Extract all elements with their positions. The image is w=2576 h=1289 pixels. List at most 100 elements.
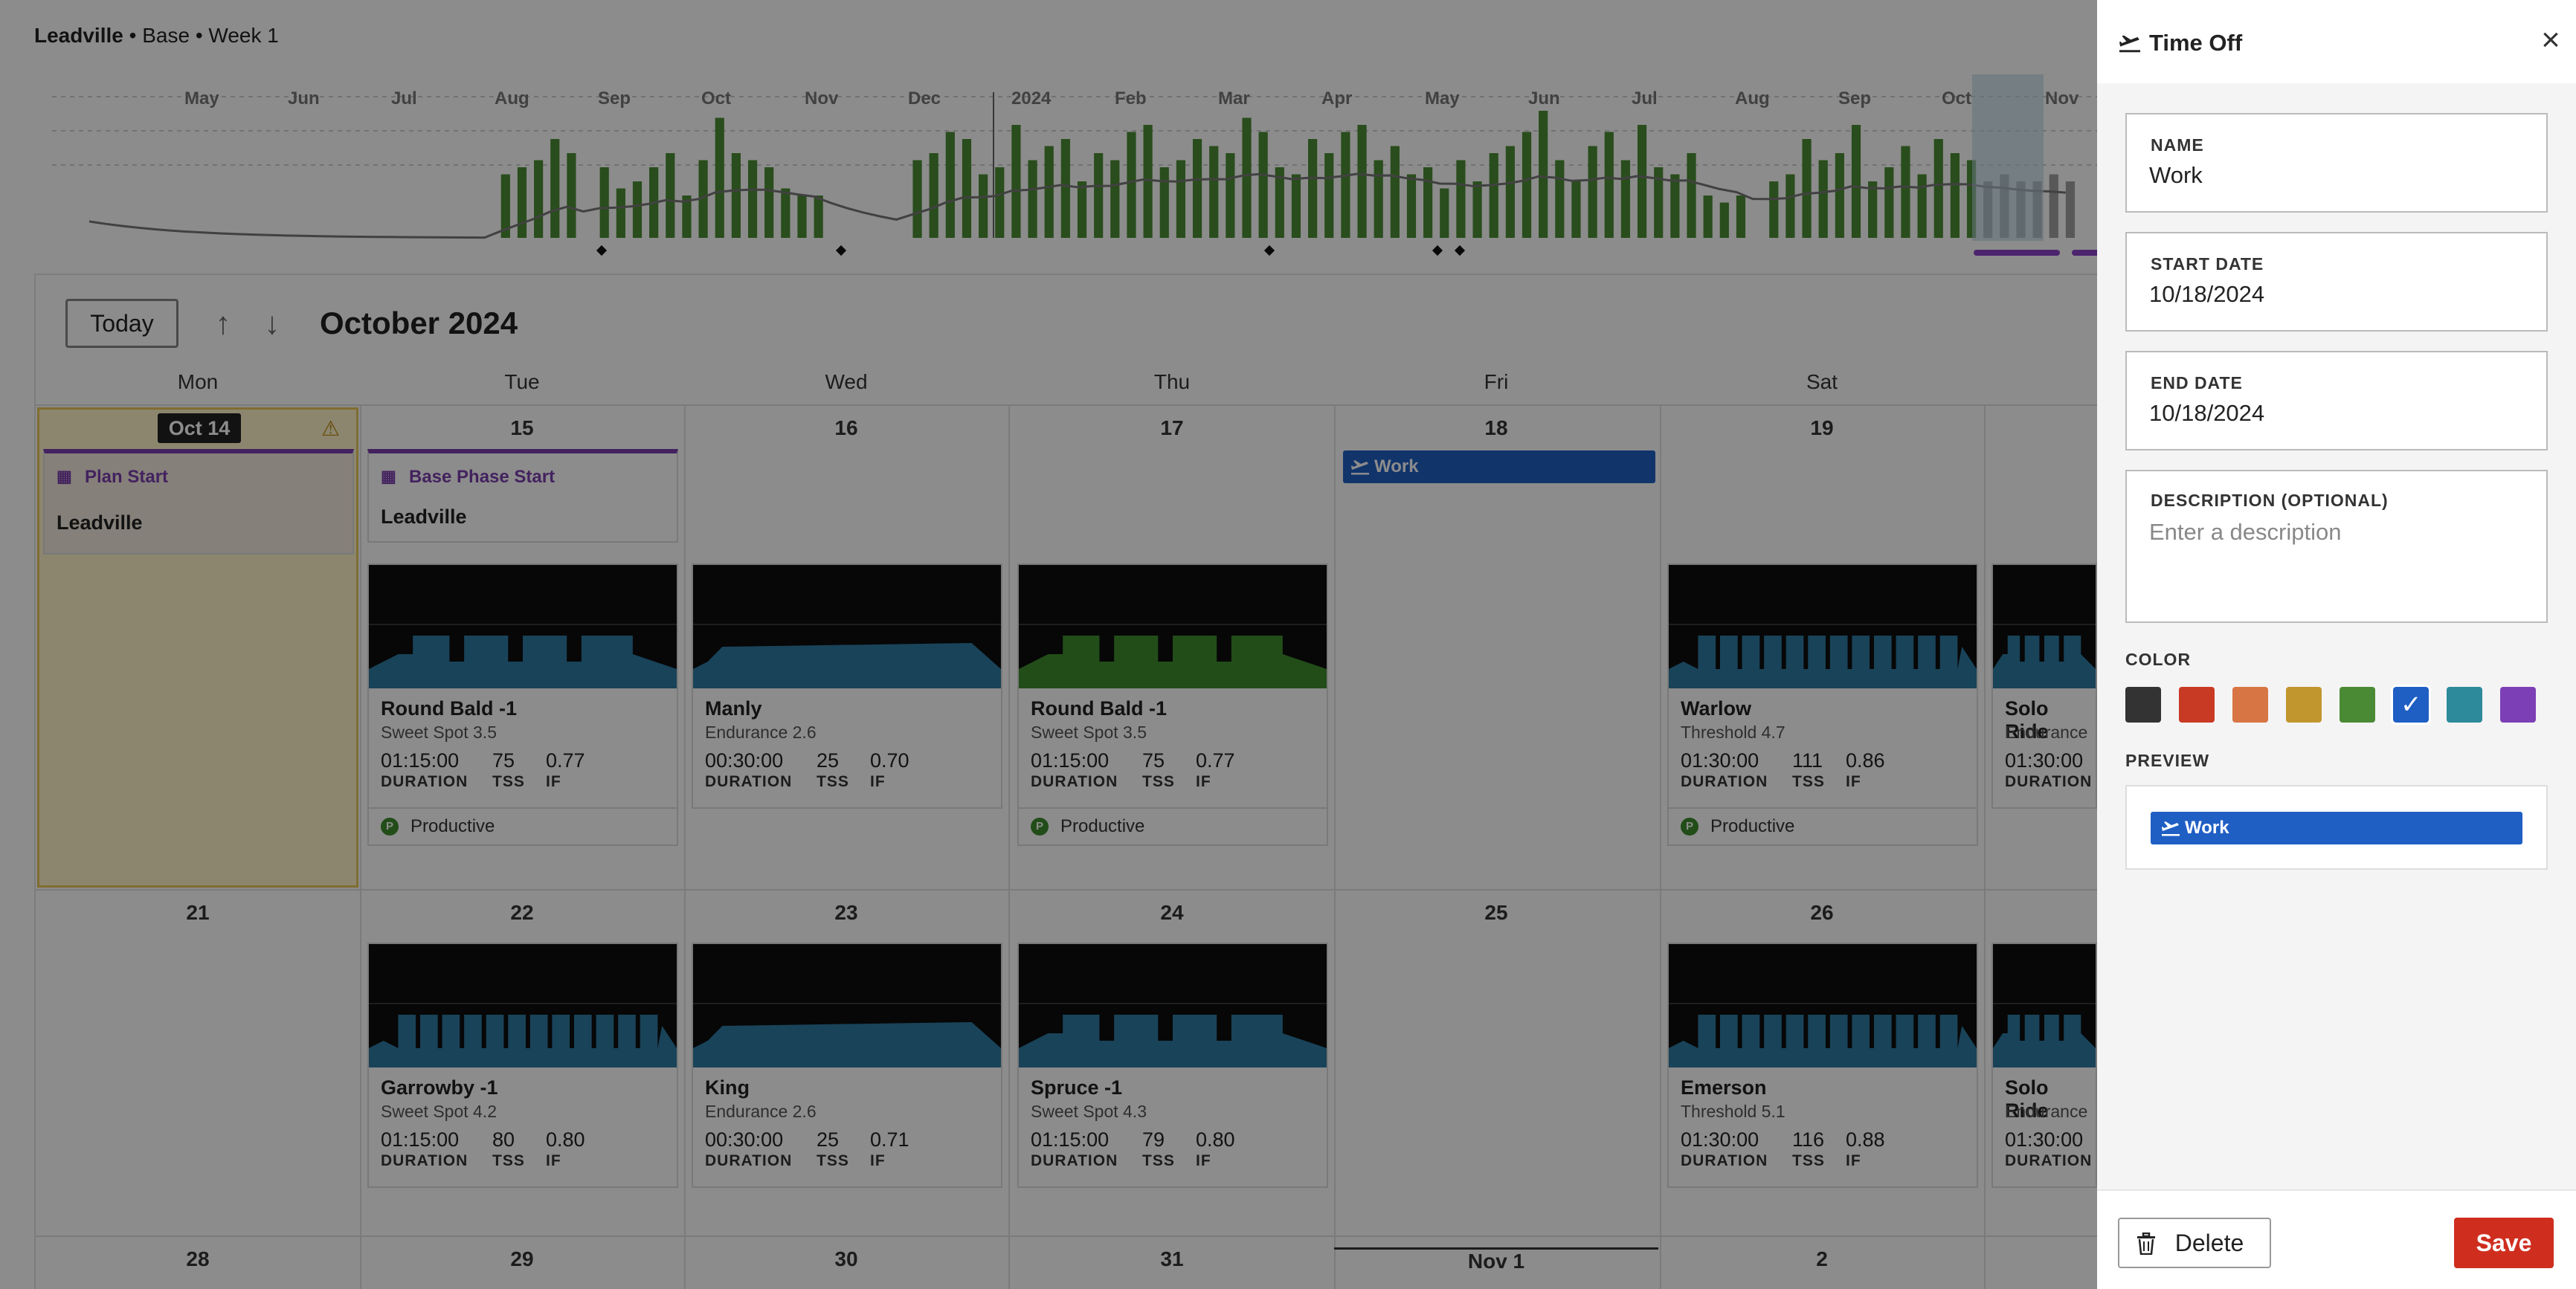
time-off-event[interactable]: Work — [1343, 450, 1655, 483]
plan-start-event[interactable]: ▦ Plan Start Leadville — [43, 449, 354, 555]
workout-profile-shape — [1993, 636, 2096, 688]
warning-icon[interactable]: ⚠ — [321, 417, 341, 440]
tss-bar — [698, 160, 708, 238]
end-date-field[interactable]: END DATE — [2125, 351, 2548, 450]
workout-duration-label: DURATION — [1031, 773, 1118, 790]
tss-bar — [1258, 132, 1268, 238]
workout-type: Threshold 4.7 — [1681, 723, 1786, 742]
workout-card[interactable]: Round Bald -1 Sweet Spot 3.5 01:15:00 DURAT… — [1017, 563, 1328, 846]
workout-if-label: IF — [870, 1152, 886, 1169]
name-input[interactable] — [2149, 162, 2521, 189]
workout-profile-chart — [369, 624, 677, 688]
calendar-toolbar: Today ↑ ↓ October 2024 — [65, 299, 518, 348]
color-swatch[interactable] — [2500, 687, 2536, 723]
breadcrumb-plan[interactable]: Leadville — [34, 24, 123, 47]
workout-tss-label: TSS — [1142, 1152, 1175, 1169]
event-type: Base Phase Start — [409, 467, 556, 487]
workout-profile-shape — [369, 636, 677, 688]
training-history-chart[interactable]: May Jun Jul Aug Sep Oct Nov Dec 2024 Feb Mar Apr May… — [30, 74, 2097, 268]
workout-type: Sweet Spot 4.2 — [381, 1102, 497, 1121]
name-field[interactable]: NAME — [2125, 113, 2548, 213]
description-input[interactable] — [2149, 519, 2521, 593]
breadcrumb-week[interactable]: Week 1 — [208, 24, 279, 47]
save-button[interactable]: Save — [2454, 1218, 2554, 1268]
today-button[interactable]: Today — [65, 299, 178, 348]
color-swatch[interactable] — [2179, 687, 2215, 723]
tss-bar — [1703, 196, 1713, 238]
workout-name: Solo Ride — [2005, 697, 2049, 743]
tss-bar — [781, 188, 790, 238]
workout-name: Warlow — [1681, 697, 1752, 720]
end-date-input[interactable] — [2149, 400, 2521, 427]
workout-if-label: IF — [1196, 773, 1211, 790]
workout-type: Sweet Spot 4.3 — [1031, 1102, 1147, 1121]
workout-card[interactable]: Solo Ride Endurance 01:30:00 DURATION — [1991, 563, 2097, 809]
preview-event-bar: Work — [2151, 812, 2522, 844]
history-month-label: Sep — [598, 88, 631, 109]
workout-duration-value: 01:15:00 — [381, 749, 460, 772]
tss-bar — [616, 188, 625, 238]
workout-chart — [1669, 944, 1977, 1067]
history-month-label: Feb — [1115, 88, 1147, 109]
tss-bar — [814, 196, 823, 238]
progression-tag: P Productive — [369, 807, 677, 844]
tss-bar — [1094, 153, 1104, 238]
workout-card[interactable]: Solo Ride Endurance 01:30:00 DURATION — [1991, 943, 2097, 1188]
color-swatch[interactable] — [2125, 687, 2161, 723]
day-number: 2 — [1816, 1247, 1828, 1270]
workout-type: Endurance 2.6 — [705, 723, 817, 742]
workout-card[interactable]: Emerson Threshold 5.1 01:30:00 DURATION 116 T… — [1667, 943, 1978, 1188]
color-swatch[interactable]: ✓ — [2391, 685, 2431, 725]
next-week-arrow-icon[interactable]: ↓ — [264, 306, 280, 340]
color-swatch[interactable] — [2232, 687, 2268, 723]
workout-duration-value: 01:30:00 — [1681, 1128, 1759, 1151]
description-field[interactable]: DESCRIPTION (OPTIONAL) — [2125, 470, 2548, 623]
weekday-header: Sat — [1806, 370, 1838, 393]
tss-bar — [1374, 160, 1383, 238]
phase-start-event[interactable]: ▦ Base Phase Start Leadville — [367, 449, 678, 543]
day-number: 15 — [510, 416, 534, 439]
close-icon[interactable]: × — [2541, 22, 2560, 58]
workout-card[interactable]: Warlow Threshold 4.7 01:30:00 DURATION 111 TS… — [1667, 563, 1978, 846]
weekday-header: Wed — [825, 370, 868, 393]
start-date-field[interactable]: START DATE — [2125, 232, 2548, 332]
color-swatch[interactable] — [2447, 687, 2482, 723]
workout-name: Round Bald -1 — [381, 697, 517, 720]
day-number: 30 — [834, 1247, 858, 1270]
productive-icon: P — [1031, 818, 1049, 836]
event-marker — [596, 245, 608, 256]
workout-type: Endurance — [2005, 1102, 2088, 1121]
workout-tss-value: 75 — [1142, 749, 1165, 772]
tss-bar — [1786, 174, 1795, 238]
workout-name: Round Bald -1 — [1031, 697, 1167, 720]
modal-backdrop[interactable] — [0, 0, 2097, 1289]
workout-profile-shape — [1669, 636, 1977, 688]
month-title: October 2024 — [320, 306, 518, 340]
day-number: 18 — [1484, 416, 1508, 439]
day-number: 19 — [1810, 416, 1834, 439]
start-date-input[interactable] — [2149, 281, 2521, 308]
workout-profile-chart — [1019, 624, 1327, 688]
time-off-label: Work — [1374, 456, 1419, 476]
color-swatch[interactable] — [2340, 687, 2375, 723]
workout-card[interactable]: Manly Endurance 2.6 00:30:00 DURATION 25 TSS 0… — [692, 563, 1002, 809]
workout-duration-label: DURATION — [1681, 1152, 1768, 1169]
tss-bar — [517, 167, 527, 238]
workout-card[interactable]: King Endurance 2.6 00:30:00 DURATION 25 TSS 0.… — [692, 943, 1002, 1188]
workout-card[interactable]: Spruce -1 Sweet Spot 4.3 01:15:00 DURATION 7… — [1017, 943, 1328, 1188]
workout-if-label: IF — [1846, 1152, 1861, 1169]
workout-card[interactable]: Garrowby -1 Sweet Spot 4.2 01:15:00 DURATIO… — [367, 943, 678, 1188]
progression-label: Productive — [1710, 816, 1795, 836]
workout-duration-label: DURATION — [381, 1152, 468, 1169]
day-number: 25 — [1484, 901, 1508, 924]
workout-tss-label: TSS — [492, 1152, 525, 1169]
color-swatch[interactable] — [2286, 687, 2322, 723]
previous-week-arrow-icon[interactable]: ↑ — [215, 306, 231, 340]
delete-button[interactable]: Delete — [2118, 1218, 2271, 1268]
breadcrumb-phase[interactable]: Base — [142, 24, 190, 47]
history-month-label: Sep — [1838, 88, 1871, 109]
color-label: COLOR — [2125, 650, 2192, 669]
workout-card[interactable]: Round Bald -1 Sweet Spot 3.5 01:15:00 DURAT… — [367, 563, 678, 846]
panel-title: Time Off — [2149, 30, 2243, 56]
fitness-line — [88, 172, 2067, 239]
